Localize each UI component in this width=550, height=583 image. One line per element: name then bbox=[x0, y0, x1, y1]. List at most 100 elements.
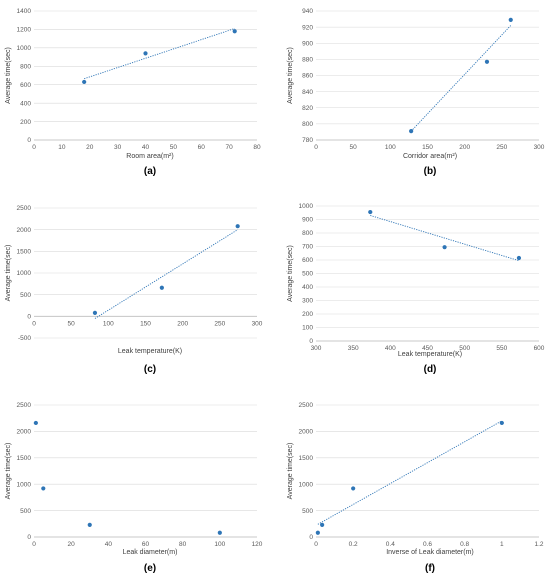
y-tick-label: 500 bbox=[302, 271, 313, 278]
y-tick-label: 500 bbox=[20, 508, 31, 515]
data-point bbox=[351, 486, 356, 491]
y-tick-label: 1500 bbox=[17, 249, 32, 256]
x-tick-label: 70 bbox=[226, 144, 234, 151]
y-tick-label: 2000 bbox=[17, 227, 32, 234]
x-tick-label: 300 bbox=[311, 345, 322, 352]
panel-label: (a) bbox=[144, 166, 156, 177]
x-tick-label: 0.4 bbox=[386, 541, 395, 548]
chart-panel-3: 0 100 200 300 400 500 600 700 800 900 1000 300 350 40… bbox=[287, 203, 545, 375]
panel-label: (d) bbox=[424, 364, 437, 375]
trendline bbox=[410, 25, 512, 132]
x-tick-label: 0 bbox=[32, 144, 36, 151]
x-axis-label: Room area(m²) bbox=[126, 153, 173, 160]
y-tick-label: 0 bbox=[309, 338, 313, 345]
x-tick-label: 50 bbox=[68, 320, 76, 327]
y-tick-label: 800 bbox=[302, 230, 313, 237]
x-tick-label: 0 bbox=[314, 541, 318, 548]
x-axis-label: Leak temperature(K) bbox=[118, 348, 182, 355]
x-tick-label: 50 bbox=[170, 144, 178, 151]
y-tick-label: 2000 bbox=[299, 429, 314, 436]
trendline bbox=[370, 215, 520, 262]
data-point bbox=[508, 17, 513, 22]
x-tick-label: 400 bbox=[385, 345, 396, 352]
data-point bbox=[315, 530, 320, 535]
chart-panel-1: 780 800 820 840 860 880 900 920 940 0 50 100 150 200 2… bbox=[287, 8, 545, 177]
x-tick-label: 350 bbox=[348, 345, 359, 352]
data-point bbox=[87, 522, 92, 527]
y-tick-label: 1000 bbox=[299, 481, 314, 488]
y-tick-label: 880 bbox=[302, 57, 313, 64]
x-tick-label: 20 bbox=[86, 144, 94, 151]
x-tick-label: 80 bbox=[253, 144, 261, 151]
x-tick-label: 60 bbox=[142, 541, 150, 548]
data-point bbox=[41, 486, 46, 491]
y-tick-label: 1200 bbox=[17, 27, 32, 34]
y-tick-label: 600 bbox=[20, 82, 31, 89]
y-tick-label: 860 bbox=[302, 73, 313, 80]
y-tick-label: 840 bbox=[302, 89, 313, 96]
y-tick-label: 0 bbox=[27, 314, 31, 321]
data-point bbox=[516, 255, 522, 261]
data-point bbox=[368, 209, 373, 215]
data-point bbox=[159, 285, 164, 290]
y-tick-label: 940 bbox=[302, 8, 313, 15]
trendline bbox=[84, 28, 235, 80]
data-point bbox=[232, 29, 237, 34]
x-tick-label: 0.6 bbox=[423, 541, 432, 548]
x-tick-label: 250 bbox=[214, 320, 225, 327]
x-tick-label: 150 bbox=[422, 144, 433, 151]
y-tick-label: 100 bbox=[302, 325, 313, 332]
x-tick-label: 0 bbox=[32, 541, 36, 548]
x-axis-label: Leak diameter(m) bbox=[123, 549, 178, 556]
x-axis-label: Inverse of Leak diameter(m) bbox=[386, 549, 474, 556]
y-tick-label: 900 bbox=[302, 40, 313, 47]
y-axis-label: Average time(sec) bbox=[287, 47, 294, 104]
x-tick-label: 200 bbox=[177, 320, 188, 327]
y-tick-label: 2500 bbox=[17, 402, 32, 409]
x-tick-label: 20 bbox=[68, 541, 76, 548]
y-tick-label: 800 bbox=[20, 63, 31, 70]
x-tick-label: 0.8 bbox=[460, 541, 469, 548]
x-tick-label: 50 bbox=[350, 144, 358, 151]
y-tick-label: 820 bbox=[302, 105, 313, 112]
y-tick-label: 1500 bbox=[299, 455, 314, 462]
y-tick-label: 700 bbox=[302, 244, 313, 251]
x-tick-label: 450 bbox=[422, 345, 433, 352]
y-axis-label: Average time(sec) bbox=[287, 443, 294, 500]
chart-panel-4: 0 500 1000 1500 2000 2500 0 20 40 60 80 100 120 Leak … bbox=[5, 402, 263, 574]
data-point bbox=[92, 310, 98, 315]
x-tick-label: 0.2 bbox=[349, 541, 358, 548]
x-axis-label: Leak temperature(K) bbox=[398, 351, 462, 358]
y-tick-label: 200 bbox=[302, 311, 313, 318]
x-tick-label: 500 bbox=[459, 345, 470, 352]
x-tick-label: 600 bbox=[534, 345, 545, 352]
y-tick-label: 400 bbox=[302, 284, 313, 291]
y-tick-label: 1500 bbox=[17, 455, 32, 462]
panel-label: (c) bbox=[144, 364, 156, 375]
x-axis-label: Corridor area(m²) bbox=[403, 153, 457, 160]
y-tick-label: 400 bbox=[20, 100, 31, 107]
data-point bbox=[33, 420, 38, 426]
x-tick-label: 300 bbox=[534, 144, 545, 151]
data-point bbox=[217, 530, 222, 535]
panel-label: (b) bbox=[424, 166, 437, 177]
chart-panel-2: -500 0 500 1000 1500 2000 2500 0 50 100 150 200 250 3… bbox=[5, 205, 263, 375]
trendline bbox=[317, 420, 503, 525]
x-tick-label: 300 bbox=[252, 320, 263, 327]
trendline bbox=[94, 229, 238, 319]
y-tick-label: 1000 bbox=[17, 270, 32, 277]
x-tick-label: 100 bbox=[385, 144, 396, 151]
y-tick-label: 2000 bbox=[17, 429, 32, 436]
y-tick-label: 500 bbox=[20, 292, 31, 299]
x-tick-label: 0 bbox=[32, 320, 36, 327]
x-tick-label: 200 bbox=[459, 144, 470, 151]
y-tick-label: 900 bbox=[302, 217, 313, 224]
x-tick-label: 150 bbox=[140, 320, 151, 327]
data-point bbox=[143, 51, 148, 56]
y-tick-label: 1000 bbox=[17, 481, 32, 488]
x-tick-label: 80 bbox=[179, 541, 187, 548]
x-tick-label: 60 bbox=[198, 144, 206, 151]
y-tick-label: 200 bbox=[20, 119, 31, 126]
data-point bbox=[442, 245, 447, 250]
